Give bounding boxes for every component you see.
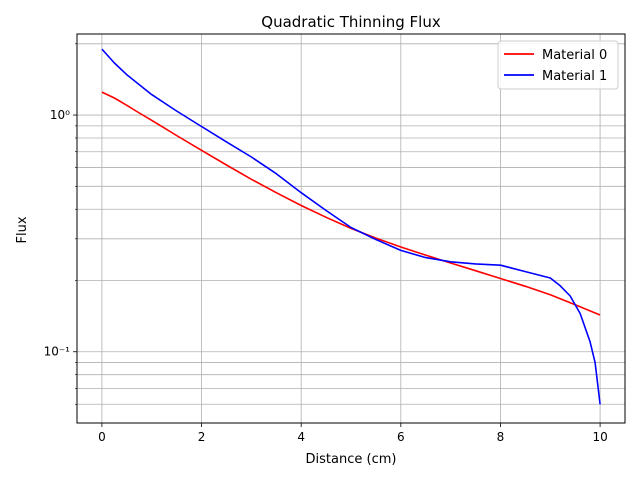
y-tick-label: 10⁰ [50,108,70,122]
x-tick-label: 0 [98,430,106,444]
x-tick-label: 10 [592,430,607,444]
x-tick-label: 4 [297,430,305,444]
axis-ticks: 0 2 4 6 8 10 10⁻¹ 10⁰ [44,43,608,444]
x-tick-label: 8 [497,430,505,444]
y-axis-label: Flux [15,216,30,243]
series-lines [101,48,601,405]
legend: Material 0 Material 1 [497,40,619,90]
x-tick-label: 2 [198,430,206,444]
x-axis-label: Distance (cm) [306,452,397,467]
chart-title: Quadratic Thinning Flux [261,13,441,31]
series-line-material-0 [101,91,601,316]
plot-area-frame [76,33,626,424]
y-tick-label: 10⁻¹ [44,345,71,359]
legend-box [497,40,619,90]
legend-label: Material 1 [542,69,607,84]
legend-label: Material 0 [542,48,607,63]
x-tick-label: 6 [397,430,405,444]
series-line-material-1 [101,48,601,405]
